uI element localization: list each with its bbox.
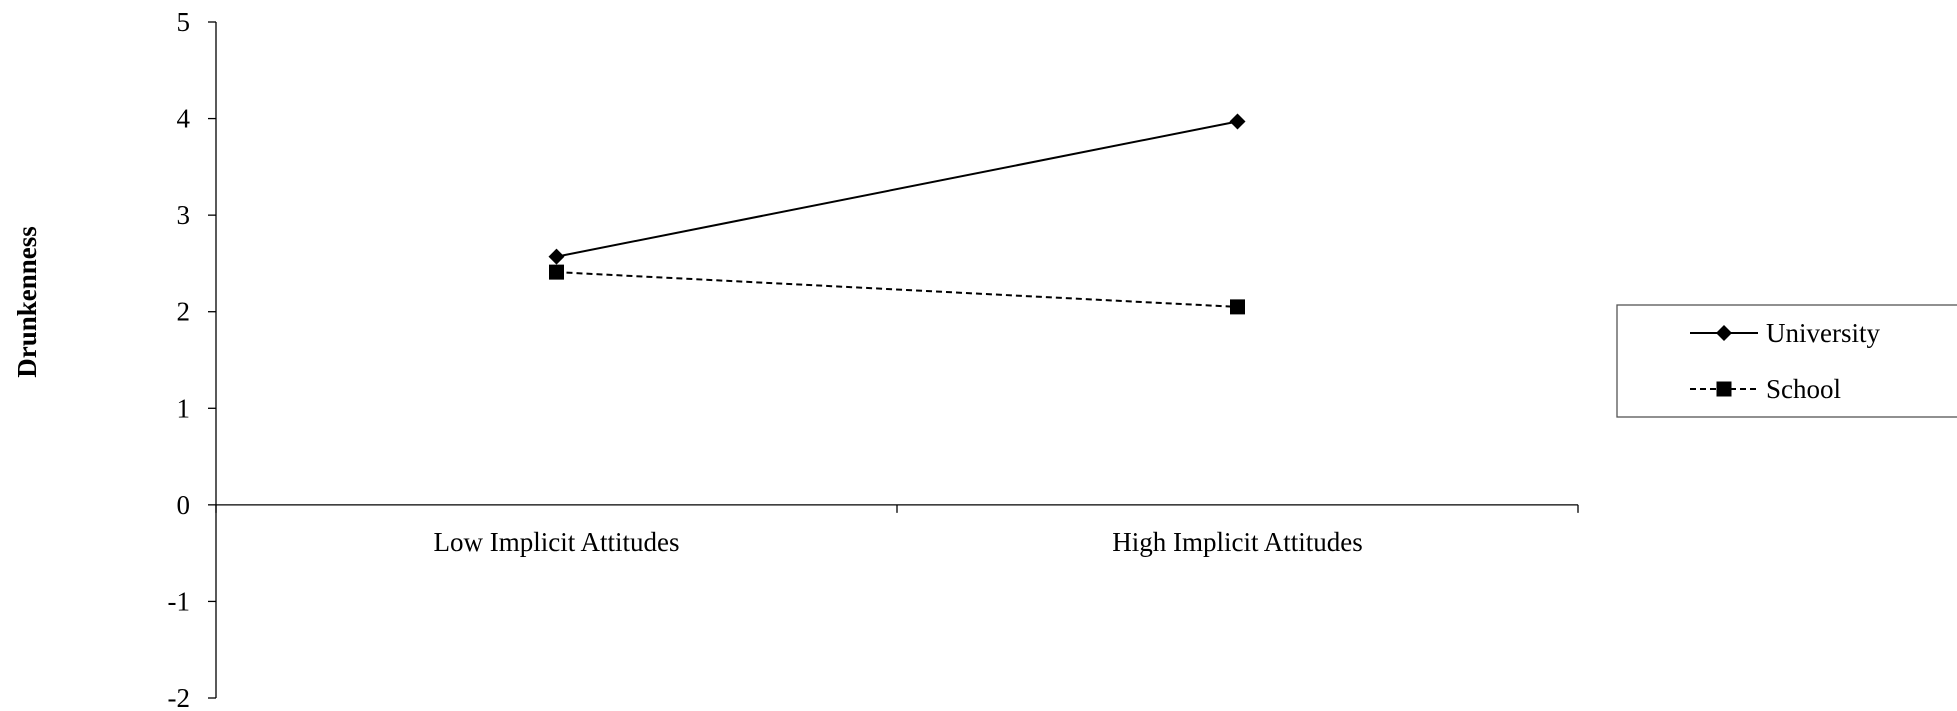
y-tick-label: 3 [177,200,191,230]
legend-marker-university [1716,325,1732,341]
data-point-university [1229,113,1246,130]
series-layer [548,113,1246,315]
y-tick-label: -1 [168,586,191,616]
series-university [548,113,1246,265]
data-point-university [548,248,565,265]
legend-box [1616,304,1957,418]
x-axis: Low Implicit Attitudes High Implicit Atti… [215,504,1579,557]
series-line-university [556,120,1238,258]
series-school [549,264,1245,315]
legend: University School [1616,304,1957,418]
y-axis: 5 4 3 2 1 0 -1 -2 [168,7,217,711]
y-tick-label: 0 [177,490,191,520]
y-tick-label: 5 [177,7,191,37]
series-line-school [556,271,1238,308]
y-tick-label: 4 [177,104,191,134]
x-tick-label: Low Implicit Attitudes [434,527,680,557]
data-point-school [549,264,564,280]
y-axis-title: Drunkenness [12,226,42,378]
y-tick-label: 2 [177,297,191,327]
legend-marker-school [1716,381,1732,397]
x-tick-label: High Implicit Attitudes [1112,527,1363,557]
legend-label-school: School [1766,374,1841,404]
y-tick-label: 1 [177,393,191,423]
data-point-school [1230,299,1245,315]
legend-label-university: University [1766,318,1880,348]
y-tick-label: -2 [168,683,191,711]
